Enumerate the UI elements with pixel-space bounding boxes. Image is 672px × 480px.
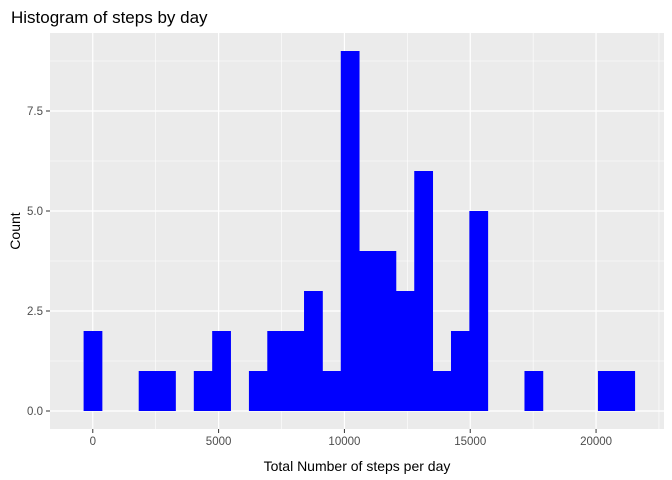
- x-tick-label: 5000: [206, 436, 232, 448]
- histogram-bar: [414, 171, 434, 411]
- histogram-bar: [616, 371, 636, 411]
- y-axis-title: Count: [7, 212, 23, 249]
- histogram-bar: [157, 371, 176, 411]
- histogram-bar: [450, 331, 470, 411]
- histogram-bar: [248, 371, 268, 411]
- histogram-bar: [267, 331, 287, 411]
- x-tick-label: 10000: [328, 436, 360, 448]
- histogram-bar: [138, 371, 158, 411]
- histogram-bar: [83, 331, 103, 411]
- histogram-bar: [469, 211, 489, 411]
- histogram-bar: [597, 371, 617, 411]
- y-axis-ticks: 0.0 2.5 5.0 7.5: [27, 106, 50, 418]
- y-tick-label: 5.0: [27, 206, 43, 218]
- x-tick-label: 20000: [580, 436, 612, 448]
- histogram-bar: [359, 251, 378, 411]
- x-axis-title: Total Number of steps per day: [264, 458, 451, 474]
- histogram-bar: [212, 331, 231, 411]
- x-tick-label: 15000: [454, 436, 486, 448]
- histogram-bar: [340, 51, 360, 411]
- histogram-bar: [193, 371, 213, 411]
- histogram-bars: [83, 51, 636, 411]
- histogram-bar: [285, 331, 305, 411]
- histogram-bar: [524, 371, 544, 411]
- x-tick-label: 0: [90, 436, 96, 448]
- chart-title: Histogram of steps by day: [11, 8, 208, 27]
- y-tick-label: 0.0: [27, 406, 43, 418]
- x-axis-ticks: 0 5000 10000 15000 20000: [90, 429, 612, 448]
- histogram-bar: [304, 291, 323, 411]
- histogram-bar: [432, 371, 452, 411]
- y-tick-label: 7.5: [27, 106, 43, 118]
- histogram-bar: [377, 251, 397, 411]
- histogram-bar: [395, 291, 415, 411]
- histogram-bar: [322, 371, 342, 411]
- y-tick-label: 2.5: [27, 306, 43, 318]
